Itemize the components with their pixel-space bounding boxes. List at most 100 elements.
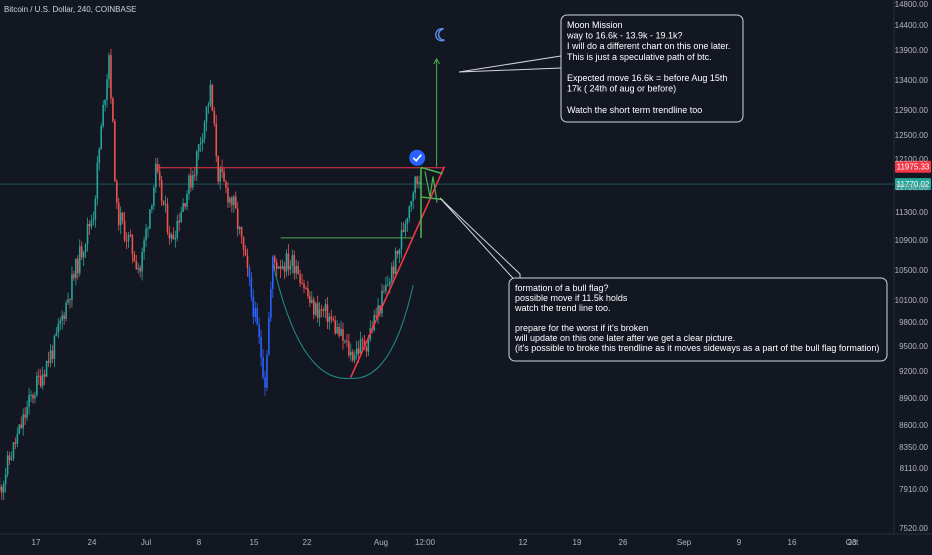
candle-body — [168, 232, 171, 239]
candle-body — [43, 374, 46, 377]
candle-body — [104, 99, 106, 105]
candle-body — [258, 324, 260, 337]
candle-body — [155, 163, 157, 188]
candle-body — [328, 316, 331, 322]
candle-body — [330, 316, 333, 320]
candle-body — [209, 84, 212, 105]
candle-body — [314, 303, 317, 315]
candle-body — [289, 265, 292, 270]
candle-body — [137, 267, 140, 269]
candle-body — [244, 249, 247, 256]
candle-body — [414, 176, 416, 193]
candle-body — [229, 197, 231, 203]
candle-body — [350, 351, 352, 356]
y-tick-label: 14800.00 — [895, 0, 929, 9]
candle-body — [116, 181, 118, 203]
candle-body — [20, 424, 23, 429]
candle-body — [114, 121, 116, 182]
x-tick-label: 23 — [848, 538, 857, 547]
y-tick-label: 9200.00 — [899, 367, 928, 376]
annotation-moon-line: This is just a speculative path of btc. — [567, 52, 712, 62]
x-tick-label: Aug — [374, 538, 388, 547]
candle-body — [268, 317, 270, 355]
candle-body — [96, 162, 99, 199]
candle-body — [316, 303, 319, 318]
annotation-moon-line: way to 16.6k - 13.9k - 19.1k? — [566, 31, 683, 41]
y-tick-label: 11300.00 — [895, 208, 928, 217]
candle-body — [242, 236, 245, 250]
candle-body — [110, 55, 112, 99]
candle-body — [273, 256, 276, 263]
x-tick-label: 16 — [788, 538, 797, 547]
candle-body — [334, 320, 336, 334]
candle-body — [318, 309, 321, 318]
annotation-moon-line: I will do a different chart on this one … — [567, 41, 730, 51]
candle-body — [69, 299, 71, 301]
candle-body — [344, 340, 346, 342]
candle-body — [12, 442, 15, 459]
annotation-moon-line: Watch the short term trendline too — [567, 105, 702, 115]
check-badge-icon — [409, 149, 426, 166]
candle-body — [8, 455, 11, 460]
candle-body — [22, 414, 24, 429]
y-tick-label: 12900.00 — [895, 106, 929, 115]
price-label: 11975.33 — [897, 163, 930, 172]
candle-body — [61, 315, 63, 321]
candle-body — [129, 234, 132, 236]
candle-body — [227, 187, 229, 203]
candle-body — [32, 394, 34, 399]
candle-body — [77, 258, 79, 274]
candle-body — [197, 144, 200, 152]
annotation-flag-line: prepare for the worst if it's broken — [515, 323, 648, 333]
candle-body — [293, 255, 296, 274]
candle-body — [203, 122, 206, 139]
candle-body — [73, 274, 75, 278]
candle-body — [38, 375, 40, 377]
candle-body — [309, 296, 311, 303]
candle-body — [351, 351, 354, 361]
y-tick-label: 14400.00 — [895, 21, 929, 30]
candle-body — [389, 281, 391, 285]
candle-body — [71, 274, 73, 300]
candle-body — [41, 374, 44, 387]
candle-body — [365, 347, 368, 352]
candle-body — [363, 340, 366, 348]
candle-body — [342, 328, 344, 341]
candle-body — [305, 288, 307, 290]
annotation-flag-line: (it's possible to broke this trendline a… — [515, 343, 879, 353]
candle-body — [322, 309, 325, 311]
candle-body — [367, 339, 370, 352]
candle-body — [65, 302, 67, 319]
candle-body — [418, 181, 420, 184]
candle-body — [84, 243, 87, 253]
x-tick-label: 17 — [32, 538, 41, 547]
candle-body — [234, 196, 237, 209]
candle-body — [336, 326, 338, 334]
candle-body — [90, 220, 93, 227]
candle-body — [312, 299, 315, 315]
candle-body — [416, 176, 418, 184]
y-tick-label: 13900.00 — [895, 46, 929, 55]
candle-body — [36, 375, 38, 396]
flag-bottom-line — [420, 196, 443, 201]
candle-body — [277, 266, 280, 269]
candle-body — [406, 218, 409, 224]
candle-body — [158, 171, 161, 181]
price-axis[interactable]: 7520.00 7910.00 8110.00 8350.00 8600.00 8900.… — [895, 0, 929, 533]
y-tick-label: 9500.00 — [899, 342, 928, 351]
candle-body — [186, 193, 188, 207]
candle-body — [295, 266, 297, 274]
candle-body — [340, 328, 342, 336]
candle-body — [0, 486, 1, 490]
candle-body — [127, 234, 130, 241]
arrowhead — [433, 58, 441, 65]
candle-body — [51, 350, 54, 359]
candle-body — [82, 252, 85, 258]
candle-body — [270, 288, 272, 318]
candle-body — [98, 149, 101, 163]
candle-body — [141, 251, 143, 272]
x-tick-label: Jul — [141, 538, 151, 547]
candle-body — [53, 335, 56, 359]
